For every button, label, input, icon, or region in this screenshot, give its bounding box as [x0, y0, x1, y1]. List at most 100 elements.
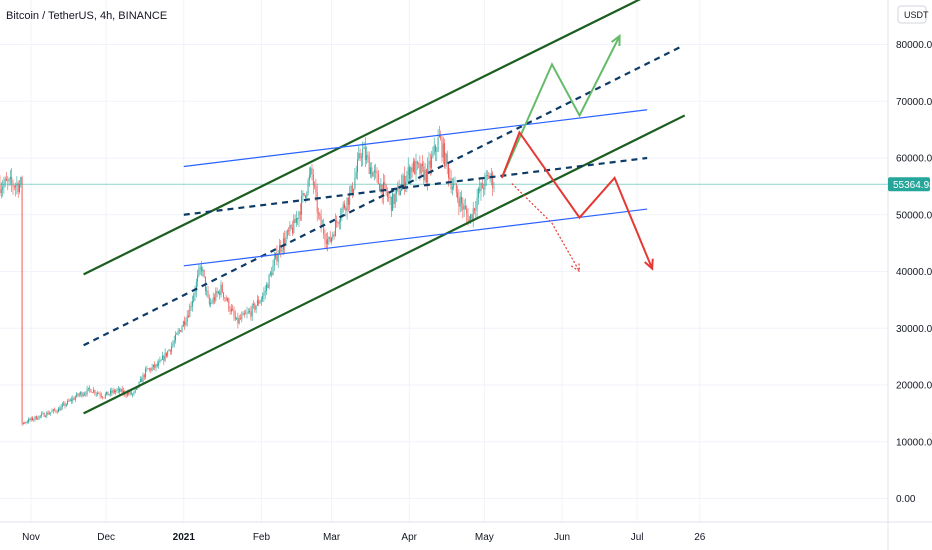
candle-body — [46, 412, 48, 417]
candle-body — [289, 225, 291, 232]
candle-body — [227, 298, 228, 301]
candle-body — [15, 185, 17, 188]
range-upper[interactable] — [183, 109, 648, 168]
range-midline[interactable] — [183, 156, 648, 216]
candle-body — [42, 413, 44, 414]
candle-body — [165, 352, 167, 357]
y-tick-label: 0.00 — [896, 494, 916, 505]
candle-body — [490, 173, 492, 177]
candle-body — [272, 265, 274, 276]
candle-body — [230, 308, 232, 312]
candle-body — [45, 416, 46, 418]
candle-body — [56, 411, 58, 413]
range-lower[interactable] — [183, 208, 648, 267]
candle-body — [362, 148, 364, 158]
candle-body — [459, 196, 461, 207]
candle-body — [487, 175, 488, 176]
candle-body — [26, 422, 28, 424]
candle-body — [207, 290, 209, 298]
y-tick-label: 70000.00 — [896, 97, 932, 108]
candle-body — [99, 393, 101, 396]
candle-body — [301, 196, 303, 215]
candle-body — [228, 298, 230, 310]
candle-body — [435, 145, 436, 152]
candle-body — [202, 269, 204, 272]
candle-body — [371, 167, 373, 177]
candle-body — [21, 177, 23, 424]
candle-body — [405, 182, 407, 189]
x-tick-label: Dec — [97, 532, 115, 543]
candle-body — [450, 177, 452, 190]
candle-body — [262, 295, 264, 300]
candle-body — [314, 185, 316, 187]
candle-body — [295, 218, 297, 224]
candle-body — [273, 258, 275, 266]
candle-body — [298, 211, 300, 220]
candle-body — [437, 137, 439, 152]
candle-body — [349, 192, 351, 205]
candle-body — [364, 147, 366, 160]
candle-body — [107, 391, 109, 396]
candle-body — [188, 315, 189, 317]
bullish-projection[interactable] — [500, 35, 621, 179]
candle-body — [370, 167, 371, 175]
candle-body — [376, 171, 378, 174]
candle-body — [33, 419, 35, 421]
candle-body — [302, 192, 304, 197]
y-axis-labels: 0.00 10000.00 20000.00 30000.00 40000.00 5000… — [896, 40, 932, 505]
candle-body — [19, 184, 20, 193]
candle-body — [351, 185, 353, 195]
candle-body — [386, 192, 388, 197]
candle-body — [150, 368, 152, 371]
currency-button-frame[interactable] — [897, 5, 927, 24]
candle-body — [2, 187, 4, 190]
candle-body — [337, 222, 339, 224]
candle-body — [37, 418, 39, 420]
candle-body — [245, 313, 247, 315]
x-tick-label: Jul — [631, 532, 644, 543]
channel-lower[interactable] — [83, 114, 686, 415]
candle-body — [85, 393, 87, 395]
candle-body — [71, 399, 72, 401]
candle-body — [342, 204, 344, 209]
candle-body — [126, 392, 128, 396]
x-tick-label: May — [475, 532, 494, 543]
candle-body — [428, 160, 430, 165]
candle-body — [442, 143, 444, 158]
candle-body — [35, 416, 37, 420]
candle-body — [68, 400, 70, 402]
candle-body — [193, 295, 195, 301]
candle-body — [396, 188, 397, 194]
candle-body — [477, 188, 479, 198]
candle-body — [143, 374, 145, 378]
channel-upper[interactable] — [83, 0, 675, 276]
candle-body — [4, 178, 6, 184]
candle-body — [6, 178, 7, 181]
arrow-head — [570, 261, 581, 273]
last-price-tag-bg — [888, 177, 930, 192]
y-tick-label: 30000.00 — [896, 324, 932, 335]
bearish-projection[interactable] — [500, 130, 654, 270]
candle-body — [485, 175, 487, 177]
y-tick-label: 50000.00 — [896, 210, 932, 221]
candle-body — [398, 185, 400, 195]
candle-body — [139, 378, 141, 382]
candle-body — [292, 227, 293, 234]
candle-body — [275, 252, 277, 259]
candle-body — [250, 311, 252, 317]
candle-body — [399, 190, 401, 195]
candle-body — [116, 389, 118, 391]
candle-body — [180, 330, 182, 332]
currency-button[interactable]: USDT — [897, 5, 929, 24]
candle-body — [234, 315, 236, 320]
channel-midline[interactable] — [83, 46, 681, 347]
currency-button-label[interactable]: USDT — [904, 10, 929, 20]
deep-dip-projection[interactable] — [511, 183, 581, 272]
candle-body — [308, 174, 310, 180]
candle-body — [372, 172, 374, 177]
candle-body — [377, 173, 379, 184]
candle-body — [445, 153, 447, 167]
candle-body — [429, 160, 431, 168]
